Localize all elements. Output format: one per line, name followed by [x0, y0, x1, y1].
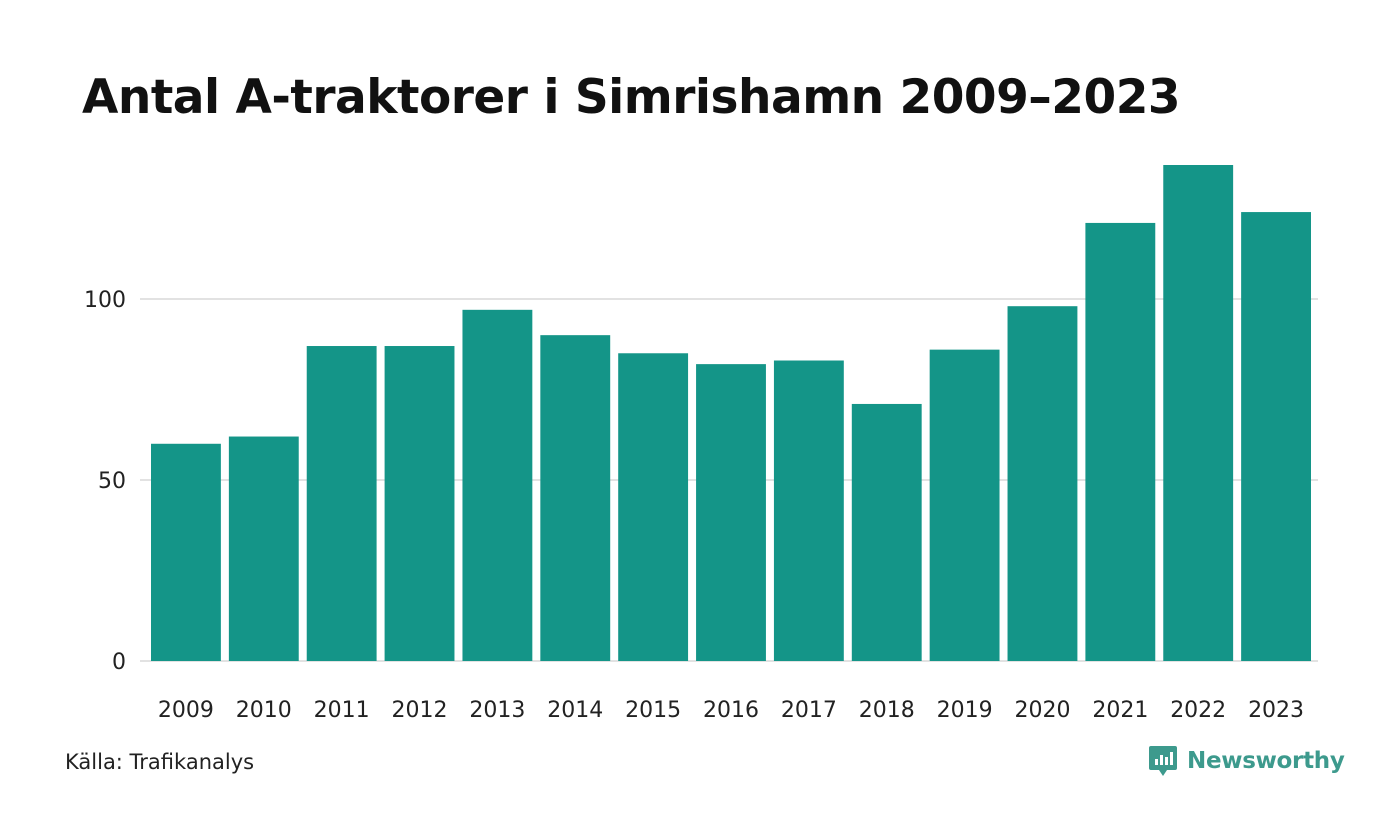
x-tick-label: 2010 [236, 698, 292, 723]
x-tick-label: 2018 [859, 698, 915, 723]
y-axis-ticks: 0 50 100 [84, 288, 126, 675]
x-tick-label: 2020 [1014, 698, 1070, 723]
bars [151, 165, 1311, 662]
x-tick-label: 2022 [1170, 698, 1226, 723]
bar-2013 [462, 309, 533, 661]
bar-2016 [696, 364, 766, 661]
x-tick-label: 2012 [392, 698, 448, 723]
x-tick-label: 2013 [469, 698, 525, 723]
x-tick-label: 2023 [1248, 698, 1304, 723]
bar-2010 [228, 436, 299, 661]
y-tick-label: 0 [112, 650, 126, 675]
bar-2018 [851, 403, 922, 661]
bar-2022 [1163, 165, 1234, 661]
x-tick-label: 2016 [703, 698, 759, 723]
bar-2021 [1085, 222, 1156, 661]
bar-2011 [306, 346, 377, 661]
bar-2017 [773, 360, 844, 661]
bar-2023 [1241, 212, 1311, 662]
bar-2019 [929, 349, 1000, 661]
source-note: Källa: Trafikanalys [65, 750, 255, 774]
x-tick-label: 2015 [625, 698, 681, 723]
x-axis-ticks: 2009 2010 2011 2012 2013 2014 2015 2016 2017 2018… [158, 698, 1304, 723]
x-tick-label: 2011 [314, 698, 370, 723]
bar-2012 [384, 346, 455, 661]
bar-2014 [540, 335, 611, 661]
bar-2015 [618, 353, 689, 661]
x-tick-label: 2014 [547, 698, 603, 723]
chart-title: Antal A-traktorer i Simrishamn 2009–2023 [82, 70, 1181, 125]
y-tick-label: 100 [84, 288, 126, 313]
brand-name: Newsworthy [1187, 748, 1345, 774]
x-tick-label: 2009 [158, 698, 214, 723]
x-tick-label: 2021 [1092, 698, 1148, 723]
bar-2009 [151, 443, 221, 661]
bar-2020 [1007, 306, 1078, 661]
x-tick-label: 2019 [937, 698, 993, 723]
y-tick-label: 50 [98, 469, 126, 494]
x-tick-label: 2017 [781, 698, 837, 723]
newsworthy-logo-icon [1149, 746, 1177, 776]
brand: Newsworthy [1148, 744, 1345, 778]
